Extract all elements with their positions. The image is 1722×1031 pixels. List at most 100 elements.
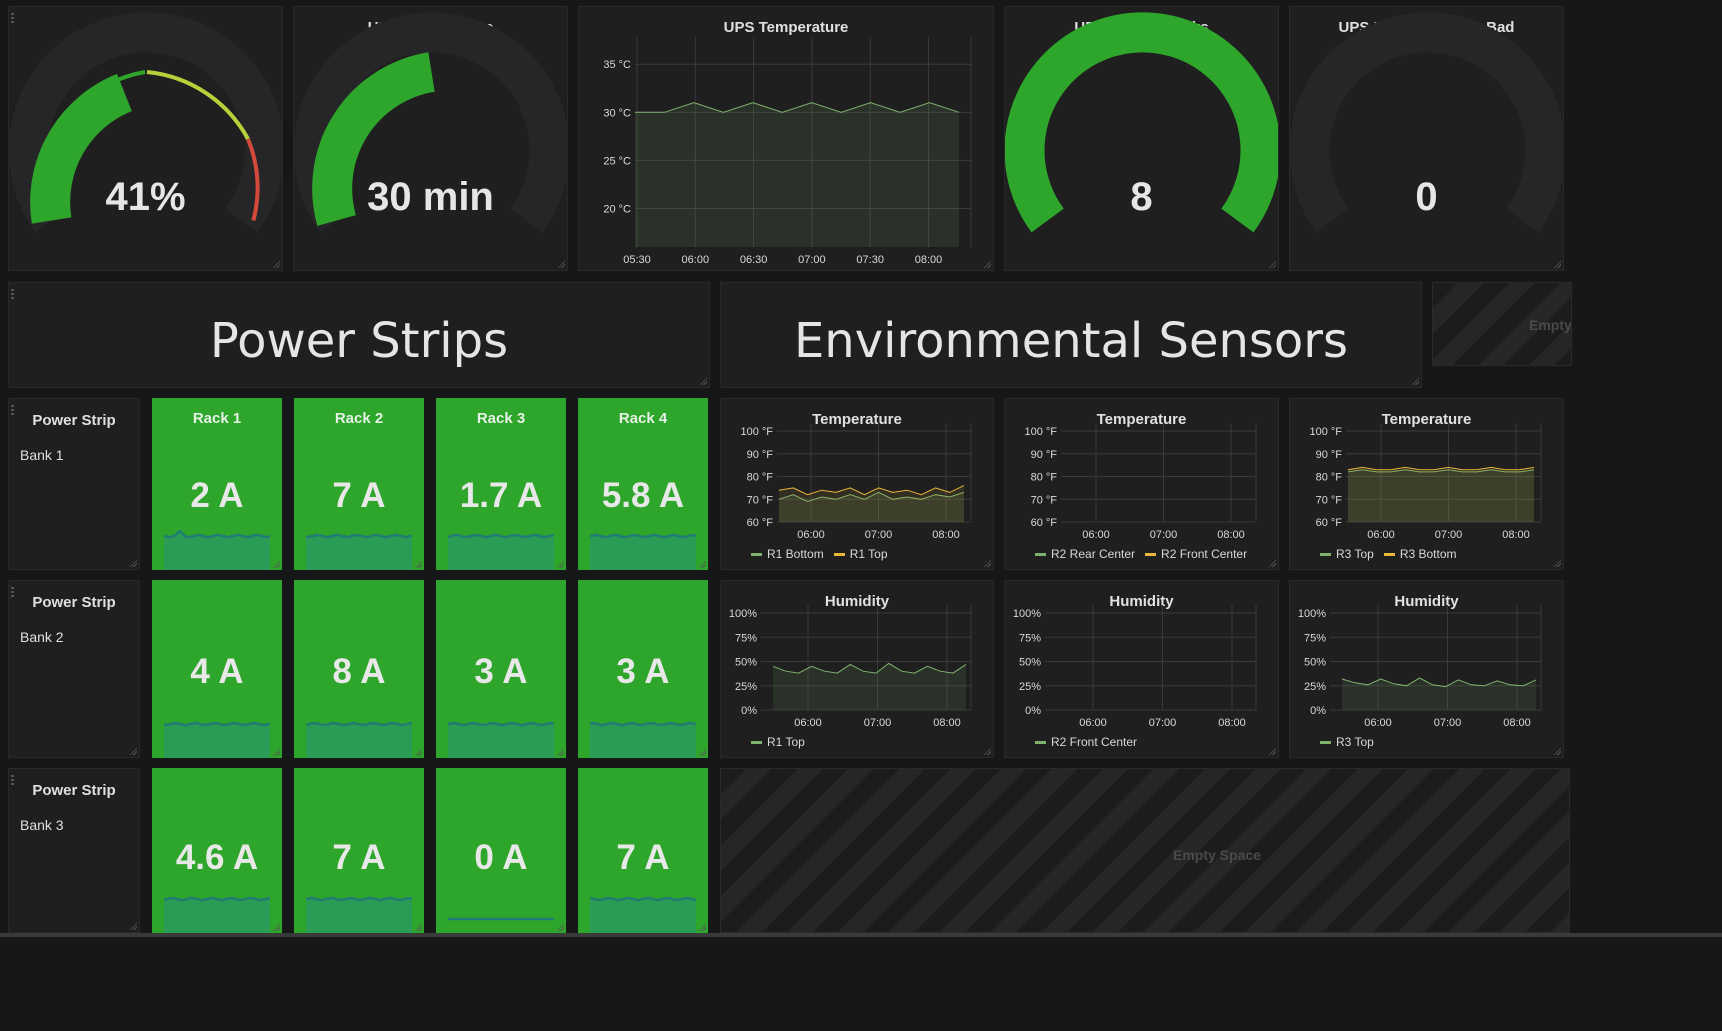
resize-handle-icon[interactable] [129,922,137,930]
humidity-r1-panel: Humidity 100% 75% 50% 25% 0% 06:00 07:00 08:00 … [720,580,994,758]
resize-handle-icon[interactable] [129,747,137,755]
resize-handle-icon[interactable] [698,748,706,756]
panel-title[interactable]: Humidity [1394,593,1459,610]
resize-handle-icon[interactable] [698,560,706,568]
resize-handle-icon[interactable] [414,923,422,931]
y-tick-label: 100% [729,608,757,620]
sparkline [448,917,554,921]
series-area [773,663,966,710]
y-tick-label: 60 °F [1316,517,1343,529]
resize-handle-icon[interactable] [129,559,137,567]
legend-item[interactable]: R1 Bottom [751,547,824,561]
panel-title[interactable]: UPS Temperature [723,19,849,36]
resize-handle-icon[interactable] [272,260,280,268]
rack-current-value: 1.7 A [459,476,543,515]
empty-space-label: Empty Space [1529,317,1572,333]
rack-title[interactable]: Rack 4 [618,410,668,427]
series-area [1348,467,1534,522]
humidity-r1-chart: 100% 75% 50% 25% 0% 06:00 07:00 08:00 [729,605,972,729]
resize-handle-icon[interactable] [698,923,706,931]
resize-handle-icon[interactable] [272,748,280,756]
drag-handle-icon[interactable] [11,13,14,25]
y-tick-label: 25% [1019,681,1041,693]
drag-handle-icon[interactable] [11,289,14,301]
power-strip-label-panel: Power Strip Bank 2 [8,580,140,758]
x-tick-label: 07:00 [1149,717,1177,729]
resize-handle-icon[interactable] [556,923,564,931]
drag-handle-icon[interactable] [11,587,14,599]
series-area [1348,469,1534,522]
rack-current-value: 7 A [332,476,386,515]
rack-current-value: 7 A [332,838,386,877]
power-strip-bank: Bank 2 [20,629,64,645]
power-strip-bank: Bank 3 [20,817,64,833]
legend-item[interactable]: R2 Rear Center [1035,547,1135,561]
legend-item[interactable]: R3 Bottom [1383,547,1457,561]
resize-handle-icon[interactable] [556,560,564,568]
rack-title[interactable]: Rack 2 [334,410,384,427]
ups-load-panel: UPS Load 41% [8,6,283,271]
sparkline [448,721,554,758]
power-strip-title[interactable]: Power Strip [32,782,116,799]
resize-handle-icon[interactable] [1553,559,1561,567]
rack-current-value: 2 A [190,476,244,515]
resize-handle-icon[interactable] [1268,559,1276,567]
legend-item[interactable]: R1 Top [751,735,805,749]
resize-handle-icon[interactable] [272,560,280,568]
series-area [779,485,964,522]
resize-handle-icon[interactable] [983,260,991,268]
x-tick-label: 07:00 [798,254,826,266]
resize-handle-icon[interactable] [1268,747,1276,755]
gauge-fill [312,52,436,226]
series-line [1347,469,1535,473]
legend-item[interactable]: R1 Top [833,547,888,561]
drag-handle-icon[interactable] [11,405,14,417]
resize-handle-icon[interactable] [557,260,565,268]
y-tick-label: 75% [735,632,757,644]
x-tick-label: 08:00 [932,529,960,541]
resize-handle-icon[interactable] [983,559,991,567]
panel-title[interactable]: Temperature [812,411,902,428]
rack-title[interactable]: Rack 3 [476,410,526,427]
resize-handle-icon[interactable] [414,748,422,756]
sparkline [164,721,270,758]
temperature-r2-panel: Temperature 100 °F 90 °F 80 °F 70 °F 60 °F 06… [1004,398,1279,570]
sparkline [590,533,696,570]
legend-item[interactable]: R3 Top [1320,735,1374,749]
power-strip-title[interactable]: Power Strip [32,594,116,611]
bottom-border [0,933,1722,937]
legend-item[interactable]: R3 Top [1320,547,1374,561]
gauge-fill [1005,12,1278,233]
x-tick-label: 07:00 [864,717,892,729]
resize-handle-icon[interactable] [1268,260,1276,268]
resize-handle-icon[interactable] [272,923,280,931]
power-strip-title[interactable]: Power Strip [32,412,116,429]
resize-handle-icon[interactable] [1553,260,1561,268]
x-tick-label: 08:00 [1503,717,1531,729]
rack-current-panel: 7 A [294,768,424,933]
x-tick-label: 07:00 [1150,529,1178,541]
panel-title[interactable]: Humidity [1109,593,1174,610]
resize-handle-icon[interactable] [1553,747,1561,755]
y-tick-label: 70 °F [1316,494,1343,506]
resize-handle-icon[interactable] [414,560,422,568]
section-title-power-strips: Power Strips [209,313,509,369]
empty-space-panel: Empty Space [720,768,1570,933]
rack-current-value: 8 A [332,652,386,691]
resize-handle-icon[interactable] [699,377,707,385]
gauge-fill [30,73,133,224]
resize-handle-icon[interactable] [1411,377,1419,385]
rack-current-panel: Rack 1 2 A [152,398,282,570]
legend-item[interactable]: R2 Front Center [1145,547,1247,561]
rack-current-value: 0 A [474,838,528,877]
legend-item[interactable]: R2 Front Center [1035,735,1137,749]
series-area [779,492,964,522]
rack-current-value: 7 A [616,838,670,877]
resize-handle-icon[interactable] [556,748,564,756]
temperature-r1-panel: Temperature 100 °F 90 °F 80 °F 70 °F 60 °F 06… [720,398,994,570]
panel-title[interactable]: Humidity [824,593,890,610]
rack-title[interactable]: Rack 1 [192,410,242,427]
drag-handle-icon[interactable] [11,775,14,787]
x-tick-label: 06:00 [1079,717,1107,729]
resize-handle-icon[interactable] [983,747,991,755]
